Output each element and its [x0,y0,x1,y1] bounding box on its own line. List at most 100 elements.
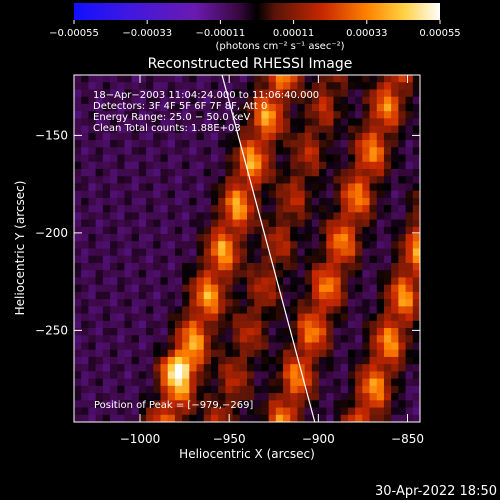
heatmap-cell [124,407,133,416]
heatmap-cell [218,234,226,242]
heatmap-cell [95,154,104,163]
heatmap-cell [412,212,420,221]
heatmap-cell [203,407,212,416]
heatmap-cell [412,161,420,170]
heatmap-cell [268,82,277,91]
heatmap-cell [311,89,320,98]
heatmap-cell [398,400,407,409]
heatmap-cell [239,364,248,372]
heatmap-cell [160,168,169,177]
heatmap-cell [218,364,226,372]
heatmap-cell [153,306,162,315]
heatmap-cell [225,328,234,336]
heatmap-cell [174,364,183,372]
heatmap-cell [189,378,198,387]
heatmap-cell [311,212,320,221]
heatmap-cell [297,212,306,221]
heatmap-cell [326,313,335,322]
heatmap-cell [131,371,140,380]
heatmap-cell [333,125,342,134]
heatmap-cell [110,255,118,264]
heatmap-cell [102,255,111,264]
heatmap-cell [283,291,291,300]
heatmap-cell [239,118,248,127]
heatmap-cell [347,89,356,98]
heatmap-cell [283,75,291,83]
heatmap-cell [225,277,234,286]
heatmap-cell [74,342,82,351]
heatmap-cell [232,270,241,279]
heatmap-cell [247,234,255,242]
heatmap-cell [355,161,363,170]
heatmap-cell [203,378,212,387]
heatmap-cell [189,335,198,344]
heatmap-cell [347,335,356,344]
heatmap-cell [340,284,349,293]
heatmap-cell [153,262,162,271]
heatmap-cell [218,161,226,170]
heatmap-cell [102,183,111,192]
heatmap-cell [391,168,399,177]
heatmap-cell [117,335,126,344]
heatmap-cell [347,342,356,351]
heatmap-cell [304,125,313,134]
heatmap-cell [232,132,241,141]
heatmap-cell [189,414,198,422]
heatmap-cell [81,313,90,322]
heatmap-cell [391,103,399,112]
heatmap-cell [347,393,356,401]
heatmap-cell [124,103,133,112]
heatmap-cell [290,118,299,127]
heatmap-cell [153,393,162,401]
heatmap-cell [167,414,176,422]
heatmap-cell [189,226,198,235]
heatmap-cell [182,306,190,315]
heatmap-cell [340,277,349,286]
heatmap-cell [153,75,162,83]
heatmap-cell [174,212,183,221]
heatmap-cell [326,197,335,206]
heatmap-cell [81,320,90,329]
heatmap-cell [290,132,299,141]
heatmap-cell [138,364,147,372]
heatmap-cell [88,241,97,250]
heatmap-cell [167,270,176,279]
heatmap-cell [196,291,205,300]
heatmap-cell [369,190,378,199]
heatmap-cell [268,320,277,329]
heatmap-cell [131,342,140,351]
heatmap-cell [412,414,420,422]
heatmap-cell [391,205,399,213]
heatmap-cell [362,140,371,148]
heatmap-cell [110,234,118,242]
heatmap-cell [275,364,284,372]
heatmap-cell [290,335,299,344]
heatmap-cell [210,335,219,344]
heatmap-cell [247,385,255,394]
heatmap-cell [210,356,219,365]
heatmap-cell [333,89,342,98]
heatmap-cell [340,132,349,141]
heatmap-cell [239,306,248,315]
heatmap-cell [283,364,291,372]
heatmap-cell [74,284,82,293]
heatmap-cell [355,140,363,148]
heatmap-cell [138,306,147,315]
heatmap-cell [174,385,183,394]
heatmap-cell [319,103,327,112]
heatmap-cell [340,205,349,213]
heatmap-cell [189,75,198,83]
heatmap-cell [347,154,356,163]
heatmap-cell [189,284,198,293]
heatmap-cell [196,154,205,163]
heatmap-cell [153,111,162,119]
heatmap-cell [369,284,378,293]
heatmap-cell [355,226,363,235]
heatmap-cell [275,393,284,401]
heatmap-cell [254,407,263,416]
heatmap-cell [189,219,198,228]
heatmap-cell [412,89,420,98]
heatmap-cell [232,241,241,250]
heatmap-cell [311,328,320,336]
heatmap-cell [347,197,356,206]
